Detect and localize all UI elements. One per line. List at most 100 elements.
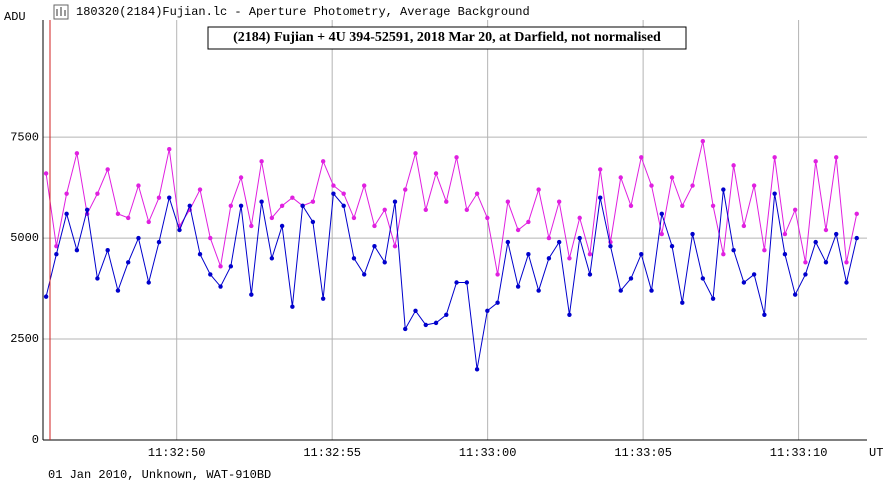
data-point	[259, 159, 264, 164]
data-point	[823, 260, 829, 265]
data-point	[587, 272, 593, 277]
data-point	[741, 223, 747, 229]
x-tick-label: 11:33:10	[770, 446, 828, 460]
data-point	[782, 252, 788, 257]
data-point	[136, 235, 141, 241]
data-point	[403, 187, 408, 192]
data-point	[710, 296, 716, 301]
data-point	[249, 223, 254, 229]
data-point	[208, 272, 213, 277]
data-point	[331, 191, 336, 196]
data-point	[382, 207, 387, 213]
data-point	[485, 308, 490, 313]
data-point	[710, 203, 716, 208]
data-point	[115, 211, 121, 217]
data-point	[433, 171, 439, 176]
data-point	[792, 207, 798, 213]
data-point	[854, 211, 859, 217]
y-tick-label: 2500	[10, 332, 39, 346]
data-point	[382, 260, 387, 265]
app-icon	[53, 4, 69, 20]
data-point	[54, 243, 59, 249]
data-point	[54, 252, 59, 257]
data-point	[690, 183, 695, 188]
data-point	[105, 167, 110, 172]
y-tick-label: 7500	[10, 130, 39, 144]
data-point	[608, 243, 613, 249]
data-point	[495, 300, 500, 305]
data-point	[208, 235, 213, 241]
data-point	[259, 199, 264, 204]
data-point	[536, 288, 541, 293]
data-point	[187, 203, 192, 208]
data-point	[249, 292, 254, 297]
data-point	[167, 147, 172, 152]
footer: 01 Jan 2010, Unknown, WAT-910BD	[48, 468, 271, 482]
data-point	[392, 199, 398, 204]
data-point	[546, 235, 552, 241]
data-point	[290, 195, 295, 200]
series-line	[45, 141, 858, 275]
data-point	[721, 252, 726, 257]
data-point	[372, 243, 377, 249]
x-tick-label: 11:33:05	[614, 446, 672, 460]
data-point	[279, 223, 285, 229]
x-tick-label: 11:32:50	[148, 446, 206, 460]
data-point	[125, 215, 131, 221]
title-box	[207, 26, 687, 50]
data-point	[649, 183, 654, 188]
window-title: 180320(2184)Fujian.lc - Aperture Photome…	[76, 5, 530, 19]
data-point	[392, 243, 398, 249]
data-point	[300, 203, 305, 208]
data-point	[290, 304, 295, 309]
data-point	[598, 167, 603, 172]
data-point	[156, 239, 162, 245]
data-point	[218, 264, 223, 269]
data-point	[95, 191, 100, 196]
data-point	[136, 183, 141, 188]
data-point	[505, 199, 511, 204]
data-point	[536, 187, 541, 192]
data-point	[433, 320, 439, 326]
x-tick-label: 11:33:00	[459, 446, 517, 460]
data-point	[618, 288, 623, 293]
data-point	[341, 203, 346, 208]
data-point	[515, 284, 521, 289]
data-point	[228, 203, 234, 208]
data-point	[454, 155, 459, 160]
data-point	[320, 296, 326, 301]
data-point	[115, 288, 121, 293]
data-point	[351, 215, 357, 221]
data-point	[659, 231, 664, 237]
data-point	[628, 276, 634, 281]
data-point	[556, 199, 562, 204]
data-point	[577, 215, 582, 221]
data-point	[238, 203, 244, 208]
data-point	[803, 260, 808, 265]
data-point	[64, 191, 69, 196]
data-point	[628, 203, 634, 208]
data-point	[238, 175, 244, 180]
data-point	[813, 239, 818, 245]
x-tick-label: 11:32:55	[303, 446, 361, 460]
data-point	[167, 195, 172, 200]
data-point	[331, 183, 336, 188]
data-point	[372, 223, 377, 229]
data-point	[474, 191, 480, 196]
data-point	[772, 191, 777, 196]
data-point	[659, 211, 664, 217]
data-point	[854, 235, 859, 241]
data-point	[84, 207, 90, 213]
plot-area: 0 2500 5000 7500 11:32:50 11:32:55 11:33:00 11:…	[10, 20, 867, 460]
data-point	[454, 280, 459, 285]
data-point	[669, 175, 675, 180]
data-point	[43, 171, 49, 176]
data-point	[413, 151, 418, 156]
data-point	[751, 183, 757, 188]
data-point	[228, 264, 234, 269]
data-point	[146, 280, 151, 285]
data-point	[423, 207, 428, 213]
x-axis-label: UT	[869, 446, 883, 460]
